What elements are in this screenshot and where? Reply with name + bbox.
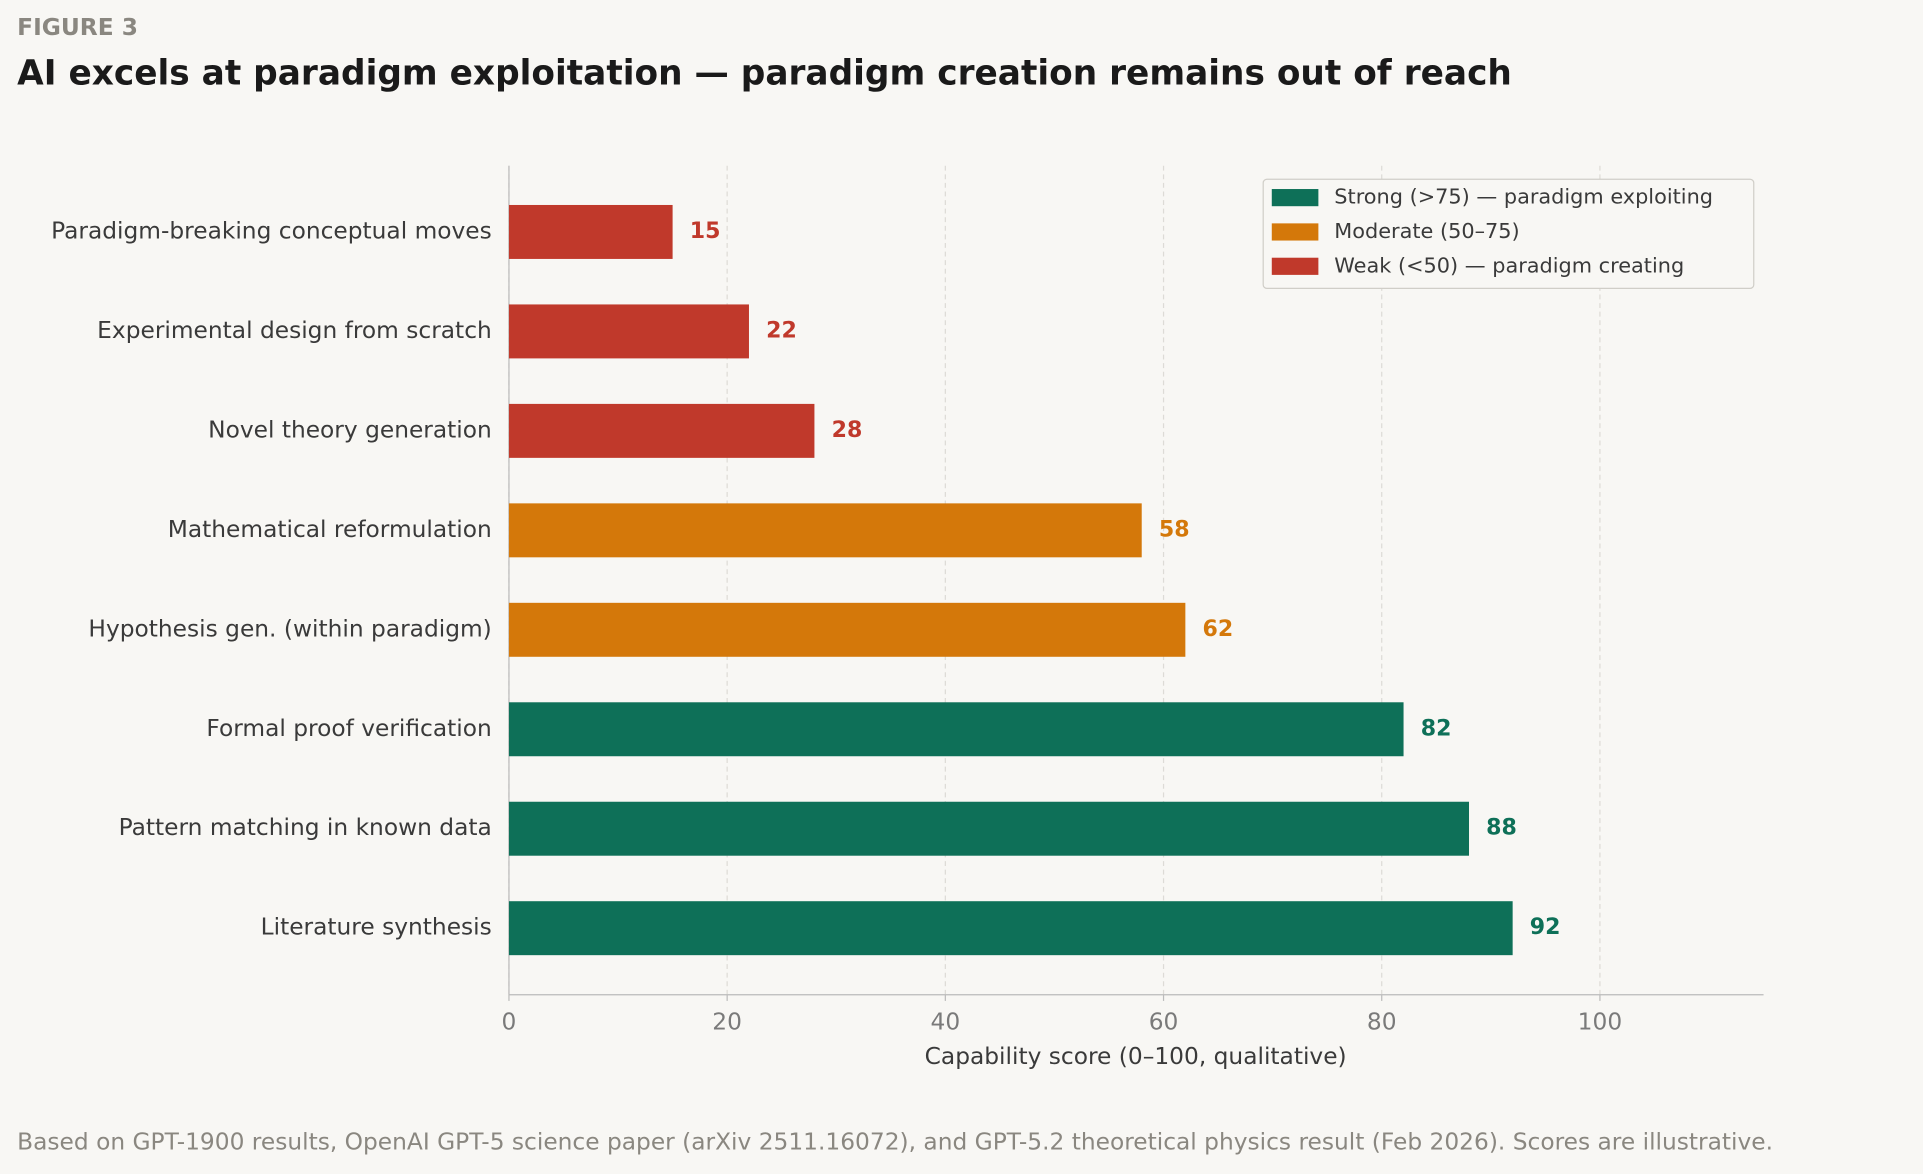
legend-swatch [1271, 257, 1319, 275]
y-tick-label: Formal proof verification [206, 715, 491, 742]
footnote: Based on GPT-1900 results, OpenAI GPT-5 … [17, 1129, 1773, 1156]
data-label: 28 [832, 418, 863, 443]
bar [508, 901, 1513, 956]
bar [508, 702, 1404, 757]
y-tick-label: Paradigm-breaking conceptual moves [51, 217, 492, 244]
legend-swatch [1271, 189, 1319, 207]
x-tick-label: 0 [502, 1008, 517, 1035]
x-tick-label: 40 [931, 1008, 961, 1035]
legend-label: Moderate (50–75) [1334, 219, 1519, 243]
data-label: 22 [766, 318, 797, 343]
bar [508, 204, 673, 259]
y-tick-label: Experimental design from scratch [97, 317, 492, 344]
x-tick-label: 20 [712, 1008, 742, 1035]
y-tick-label: Novel theory generation [208, 416, 492, 443]
bar [508, 403, 815, 458]
figure-label: FIGURE 3 [17, 14, 138, 41]
bar [508, 503, 1142, 558]
x-tick-label: 100 [1578, 1008, 1622, 1035]
x-axis-label: Capability score (0–100, qualitative) [925, 1043, 1347, 1070]
y-tick-label: Pattern matching in known data [119, 814, 492, 841]
data-label: 92 [1530, 915, 1561, 940]
y-tick-label: Literature synthesis [261, 914, 492, 941]
legend-swatch [1271, 223, 1319, 241]
x-tick-label: 80 [1367, 1008, 1397, 1035]
bar [508, 801, 1470, 856]
bar [508, 304, 749, 359]
chart-title: AI excels at paradigm exploitation — par… [17, 53, 1512, 93]
legend-box [1262, 178, 1755, 289]
data-label: 88 [1486, 816, 1517, 841]
y-tick-label: Hypothesis gen. (within paradigm) [88, 615, 491, 642]
legend-label: Strong (>75) — paradigm exploiting [1334, 185, 1713, 209]
data-label: 58 [1159, 517, 1190, 542]
data-label: 15 [690, 219, 721, 244]
bar [508, 602, 1186, 657]
data-label: 62 [1203, 617, 1234, 642]
x-tick-label: 60 [1149, 1008, 1179, 1035]
y-tick-label: Mathematical reformulation [168, 516, 492, 543]
legend-label: Weak (<50) — paradigm creating [1334, 253, 1684, 277]
data-label: 82 [1421, 716, 1452, 741]
